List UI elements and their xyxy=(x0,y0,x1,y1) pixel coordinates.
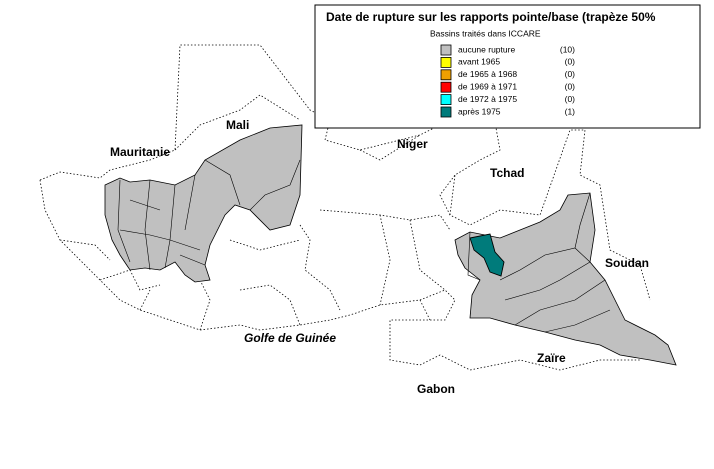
country-label: Tchad xyxy=(490,166,524,180)
country-label: Mali xyxy=(226,118,249,132)
basin-after-1975 xyxy=(469,233,505,277)
legend-count: (1) xyxy=(565,106,576,116)
sea-label: Golfe de Guinée xyxy=(244,331,336,345)
country-label: Soudan xyxy=(605,256,649,270)
legend-count: (0) xyxy=(565,81,576,91)
legend-label: de 1972 à 1975 xyxy=(458,94,517,104)
legend-count: (0) xyxy=(565,94,576,104)
country-label: Niger xyxy=(397,137,428,151)
country-label: Mauritanie xyxy=(110,145,170,159)
country-label: Zaïre xyxy=(537,351,566,365)
legend-count: (0) xyxy=(565,69,576,79)
country-borders xyxy=(39,44,651,371)
legend-title: Date de rupture sur les rapports pointe/… xyxy=(326,10,656,24)
legend-label: de 1965 à 1968 xyxy=(458,69,517,79)
legend-label: aucune rupture xyxy=(458,44,515,54)
legend-box xyxy=(314,4,701,129)
legend-subtitle: Bassins traités dans ICCARE xyxy=(430,28,541,38)
labels: Mauritanie Mali Niger Tchad Soudan Zaïre… xyxy=(110,118,649,396)
legend-swatch xyxy=(440,94,452,105)
legend-swatch xyxy=(440,106,452,118)
legend-swatch xyxy=(440,57,452,68)
legend-label: avant 1965 xyxy=(458,57,500,67)
country-label: Gabon xyxy=(417,382,455,396)
legend-count: (0) xyxy=(565,57,576,67)
legend-label: de 1969 à 1971 xyxy=(458,81,517,91)
legend-swatch xyxy=(440,81,452,93)
legend-count: (10) xyxy=(560,44,575,54)
legend: Date de rupture sur les rapports pointe/… xyxy=(314,4,701,129)
legend-label: après 1975 xyxy=(458,106,501,116)
basins-central xyxy=(454,192,677,366)
legend-swatch xyxy=(440,69,452,81)
legend-swatch xyxy=(440,44,452,56)
basins-west xyxy=(104,124,303,283)
